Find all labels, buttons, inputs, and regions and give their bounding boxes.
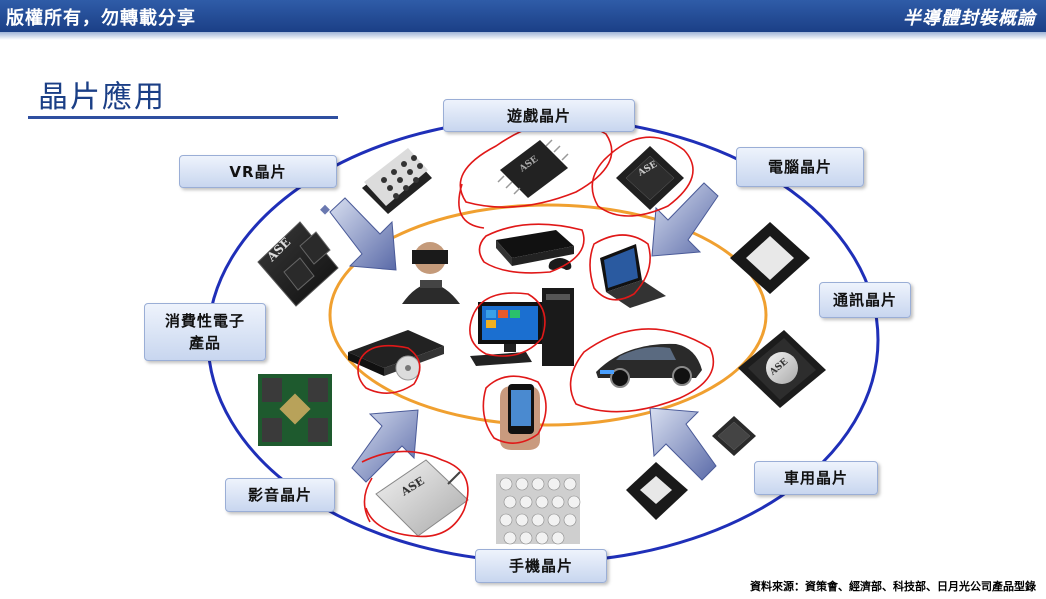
label-game-chip: 遊戲晶片 — [443, 99, 635, 132]
course-title: 半導體封裝概論 — [903, 8, 1036, 29]
chip-icon — [496, 474, 581, 545]
label-pc-chip: 電腦晶片 — [736, 147, 864, 187]
red-annotation-marks — [357, 120, 715, 538]
chip-icon: ASE — [616, 146, 684, 210]
smartphone-icon — [500, 384, 540, 450]
inner-ring — [328, 203, 768, 427]
desktop-pc-icon — [470, 288, 574, 366]
arrow-icon — [320, 197, 397, 271]
arrow-icon — [351, 409, 419, 483]
page-title: 晶片應用 — [38, 80, 166, 115]
chip-icon: ASE — [738, 330, 826, 408]
chip-icon — [362, 148, 432, 214]
game-console-icon — [496, 230, 574, 270]
source-citation: 資料來源：資策會、經濟部、科技部、日月光公司產品型錄 — [750, 580, 1036, 593]
laptop-icon — [600, 244, 666, 308]
chip-icon — [712, 416, 756, 456]
chip-icon: ASE — [497, 139, 569, 198]
chip-icon — [626, 462, 688, 520]
chip-icon — [730, 222, 810, 294]
title-underline — [28, 116, 338, 119]
copyright-notice: 版權所有，勿轉載分享 — [6, 8, 196, 29]
dvd-player-icon — [348, 330, 444, 381]
arrow-icon — [649, 407, 717, 481]
chip-icon — [258, 374, 332, 446]
sports-car-icon — [596, 343, 702, 388]
arrow-icon — [651, 182, 719, 257]
header-shadow — [0, 32, 1046, 40]
label-comm-chip: 通訊晶片 — [819, 282, 911, 318]
label-consumer-line2: 產品 — [188, 334, 221, 352]
chip-icon: ASE — [375, 459, 469, 537]
label-car-chip: 車用晶片 — [754, 461, 878, 495]
label-consumer-electronics: 消費性電子 產品 — [144, 303, 266, 361]
label-vr-chip: VR晶片 — [179, 155, 337, 188]
vr-headset-user-icon — [402, 242, 460, 304]
chip-icon: ASE — [257, 221, 339, 307]
label-phone-chip: 手機晶片 — [475, 549, 607, 583]
label-av-chip: 影音晶片 — [225, 478, 335, 512]
label-consumer-line1: 消費性電子 — [164, 312, 245, 330]
header-bar: 版權所有，勿轉載分享 半導體封裝概論 — [0, 0, 1046, 32]
